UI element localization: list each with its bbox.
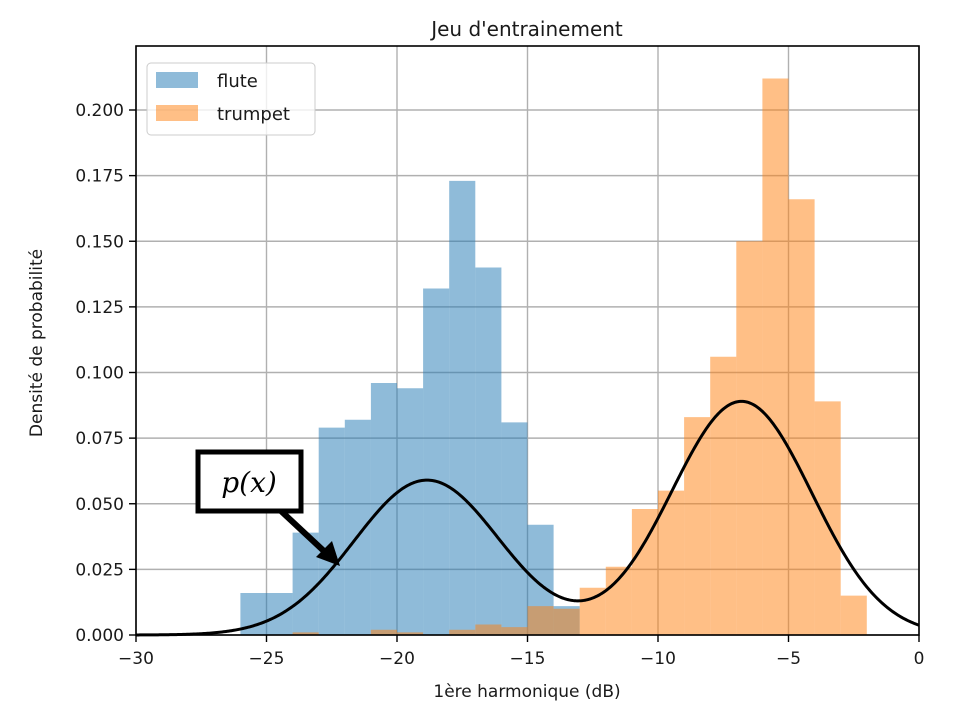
y-tick-label: 0.100: [75, 364, 124, 384]
bar-trumpet: [292, 632, 319, 635]
y-tick-label: 0.025: [75, 560, 124, 580]
bar-flute: [423, 288, 450, 635]
bar-flute: [397, 388, 424, 635]
bar-trumpet: [527, 606, 554, 635]
bar-trumpet: [553, 608, 580, 635]
annotation-box: [195, 449, 304, 514]
bar-trumpet: [397, 632, 424, 635]
x-axis-label: 1ère harmonique (dB): [433, 682, 620, 702]
legend: flute trumpet: [146, 62, 316, 136]
x-tick-label: −25: [249, 649, 285, 669]
bar-trumpet: [814, 401, 841, 635]
bar-trumpet: [684, 417, 711, 635]
x-tick-label: 0: [914, 649, 925, 669]
y-tick-label: 0.125: [75, 298, 124, 318]
bar-trumpet: [788, 199, 815, 635]
legend-label-flute: flute: [217, 71, 258, 92]
y-tick-label: 0.150: [75, 232, 124, 252]
px-annotation: p(x): [195, 449, 340, 566]
y-tick-label: 0.200: [75, 101, 124, 121]
bar-trumpet: [475, 624, 502, 635]
bar-trumpet: [762, 78, 789, 635]
bar-trumpet: [579, 587, 606, 635]
y-axis-ticks: 0.000 0.025 0.050 0.075 0.100 0.125 0.150 0.175…: [75, 101, 136, 646]
legend-label-trumpet: trumpet: [217, 104, 290, 125]
x-tick-label: −15: [510, 649, 546, 669]
bar-trumpet: [710, 356, 737, 635]
bar-trumpet: [449, 629, 476, 635]
y-axis-label: Densité de probabilité: [27, 249, 47, 437]
bar-flute: [501, 422, 528, 635]
bar-trumpet: [736, 241, 763, 635]
bar-flute: [449, 180, 476, 635]
annotation-label: p(x): [221, 466, 277, 499]
bar-trumpet: [370, 629, 397, 635]
x-tick-label: −5: [776, 649, 801, 669]
chart-title: Jeu d'entrainement: [429, 17, 623, 41]
bar-flute: [292, 532, 319, 635]
bar-flute: [344, 419, 371, 635]
x-tick-label: −30: [118, 649, 154, 669]
y-tick-label: 0.000: [75, 626, 124, 646]
bar-trumpet: [631, 509, 658, 635]
legend-swatch-trumpet: [156, 105, 198, 121]
y-tick-label: 0.050: [75, 495, 124, 515]
bar-flute: [475, 267, 502, 635]
legend-swatch-flute: [156, 72, 198, 88]
y-tick-label: 0.075: [75, 429, 124, 449]
bar-trumpet: [501, 627, 528, 635]
bar-flute: [370, 383, 397, 635]
arrow-head-icon: [316, 541, 340, 566]
bar-flute: [318, 427, 345, 635]
annotation-arrow-shaft: [278, 508, 329, 556]
x-tick-label: −10: [640, 649, 676, 669]
x-tick-label: −20: [379, 649, 415, 669]
density-curve-line: [136, 399, 920, 637]
histogram-bars: [240, 78, 867, 635]
x-axis-ticks: −30 −25 −20 −15 −10 −5 0: [118, 635, 924, 669]
density-curve: [136, 399, 920, 637]
y-tick-label: 0.175: [75, 167, 124, 187]
bar-trumpet: [840, 595, 867, 635]
bar-trumpet: [658, 490, 685, 635]
